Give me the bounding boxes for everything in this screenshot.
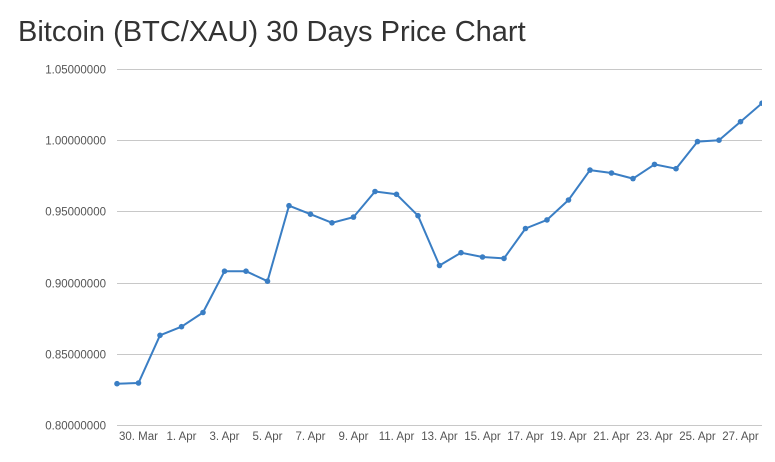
data-point [544,217,550,223]
data-point [200,309,206,316]
x-tick-label: 13. Apr [421,431,458,443]
y-tick-label: 0.80000000 [45,421,106,433]
chart-title: Bitcoin (BTC/XAU) 30 Days Price Chart [18,16,526,48]
data-point [458,249,464,256]
data-point [522,225,529,232]
x-tick-label: 17. Apr [507,431,544,443]
data-point [630,175,636,182]
data-point [372,188,378,195]
data-point [759,100,762,106]
x-tick-label: 9. Apr [338,431,368,443]
x-tick-label: 5. Apr [252,431,282,443]
x-axis-ticks: 30. Mar 1. Apr 3. Apr 5. Apr 7. Apr 9. Apr 11.… [119,431,759,443]
data-point [608,170,615,176]
data-point [243,268,249,275]
x-tick-label: 23. Apr [636,431,673,443]
data-point [286,202,292,209]
data-point [307,211,314,217]
data-point [393,191,400,198]
y-tick-label: 0.95000000 [45,207,106,219]
y-tick-label: 0.85000000 [45,350,106,362]
x-tick-label: 21. Apr [593,431,630,443]
x-tick-label: 7. Apr [295,431,325,443]
data-point [350,214,357,220]
x-tick-label: 1. Apr [166,431,196,443]
data-point [716,137,722,143]
data-point [673,165,679,172]
data-point [479,254,486,260]
data-point [221,268,228,275]
data-point [135,380,142,386]
x-tick-label: 3. Apr [209,431,239,443]
x-tick-label: 19. Apr [550,431,587,443]
data-point [114,380,120,387]
x-tick-label: 11. Apr [379,431,415,443]
y-tick-label: 1.05000000 [45,65,106,77]
data-point [415,212,421,219]
data-point [501,255,507,262]
x-tick-label: 25. Apr [679,431,716,443]
data-point [329,220,335,226]
x-tick-label: 27. Apr [722,431,759,443]
grid-lines [117,69,762,426]
data-point [178,323,185,330]
data-point [436,262,443,269]
y-tick-label: 1.00000000 [45,136,106,148]
y-tick-label: 0.90000000 [45,279,106,291]
data-point [264,278,271,285]
data-point [694,138,701,145]
y-axis-ticks: 0.80000000 0.85000000 0.90000000 0.95000000… [45,65,106,433]
x-tick-label: 30. Mar [119,431,158,443]
data-point [587,167,593,173]
data-point [737,118,744,125]
data-point [651,161,658,168]
data-point [157,332,163,339]
series-layer [114,100,762,387]
data-point [565,197,572,203]
x-tick-label: 15. Apr [464,431,501,443]
series-line [116,102,762,385]
